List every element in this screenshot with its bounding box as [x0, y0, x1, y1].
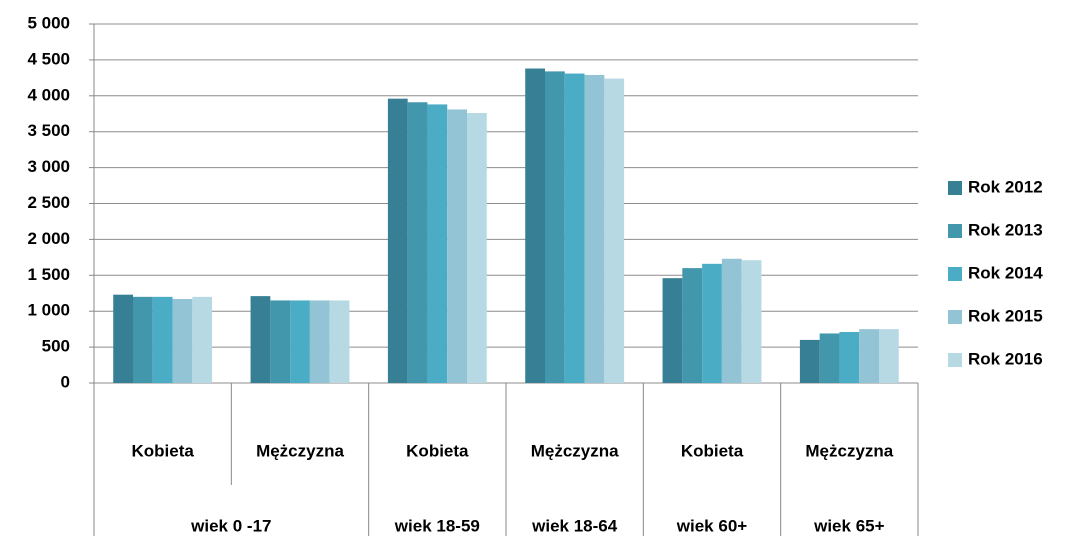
- bar: [387, 98, 408, 383]
- bar: [604, 78, 625, 384]
- bar: [564, 73, 585, 384]
- legend-swatch: [948, 267, 962, 281]
- bar: [290, 300, 310, 383]
- bar: [799, 339, 820, 383]
- bar: [192, 296, 213, 383]
- bar: [702, 263, 722, 383]
- bar: [270, 300, 291, 383]
- bar: [819, 333, 840, 383]
- y-tick-label: 3 500: [27, 121, 70, 140]
- y-tick-label: 4 000: [27, 85, 70, 104]
- bar: [427, 104, 448, 383]
- bar: [878, 329, 899, 383]
- bar: [113, 294, 134, 383]
- legend-label: Rok 2012: [968, 177, 1043, 196]
- y-tick-label: 1 500: [27, 265, 70, 284]
- bar: [662, 278, 683, 383]
- legend-label: Rok 2013: [968, 220, 1043, 239]
- bar: [721, 258, 742, 383]
- bar: [682, 268, 703, 383]
- legend-label: Rok 2016: [968, 349, 1043, 368]
- y-tick-label: 1 000: [27, 301, 70, 320]
- x-tick-label: Kobieta: [681, 441, 744, 460]
- x-tick-label: Mężczyzna: [805, 441, 893, 460]
- x-tick-label: Kobieta: [406, 441, 469, 460]
- bar: [172, 298, 193, 383]
- y-tick-label: 2 500: [27, 193, 70, 212]
- y-tick-label: 2 000: [27, 229, 70, 248]
- bar: [859, 329, 879, 383]
- bar: [407, 102, 428, 384]
- bar: [447, 109, 467, 383]
- legend-swatch: [948, 181, 962, 195]
- bar: [525, 68, 546, 384]
- group-label: wiek 18-59: [394, 516, 480, 535]
- legend-swatch: [948, 310, 962, 324]
- bar: [309, 300, 330, 383]
- x-tick-label: Mężczyzna: [256, 441, 344, 460]
- y-tick-label: 0: [61, 372, 70, 391]
- y-tick-label: 500: [42, 337, 70, 356]
- legend-label: Rok 2015: [968, 306, 1043, 325]
- legend-label: Rok 2014: [968, 263, 1043, 282]
- legend-swatch: [948, 353, 962, 367]
- bar: [545, 71, 565, 383]
- group-label: wiek 65+: [813, 516, 884, 535]
- group-label: wiek 18-64: [531, 516, 618, 535]
- y-tick-label: 4 500: [27, 49, 70, 68]
- bar: [329, 300, 350, 383]
- bar: [133, 296, 153, 383]
- bar: [250, 296, 271, 383]
- bar: [466, 113, 487, 384]
- bar: [584, 74, 605, 383]
- y-tick-label: 3 000: [27, 157, 70, 176]
- y-tick-label: 5 000: [27, 13, 70, 32]
- group-label: wiek 0 -17: [190, 516, 271, 535]
- bar: [741, 260, 762, 383]
- bar: [839, 332, 860, 383]
- legend-swatch: [948, 224, 962, 238]
- group-label: wiek 60+: [676, 516, 747, 535]
- x-tick-label: Mężczyzna: [531, 441, 619, 460]
- x-tick-label: Kobieta: [131, 441, 194, 460]
- bar: [152, 296, 173, 383]
